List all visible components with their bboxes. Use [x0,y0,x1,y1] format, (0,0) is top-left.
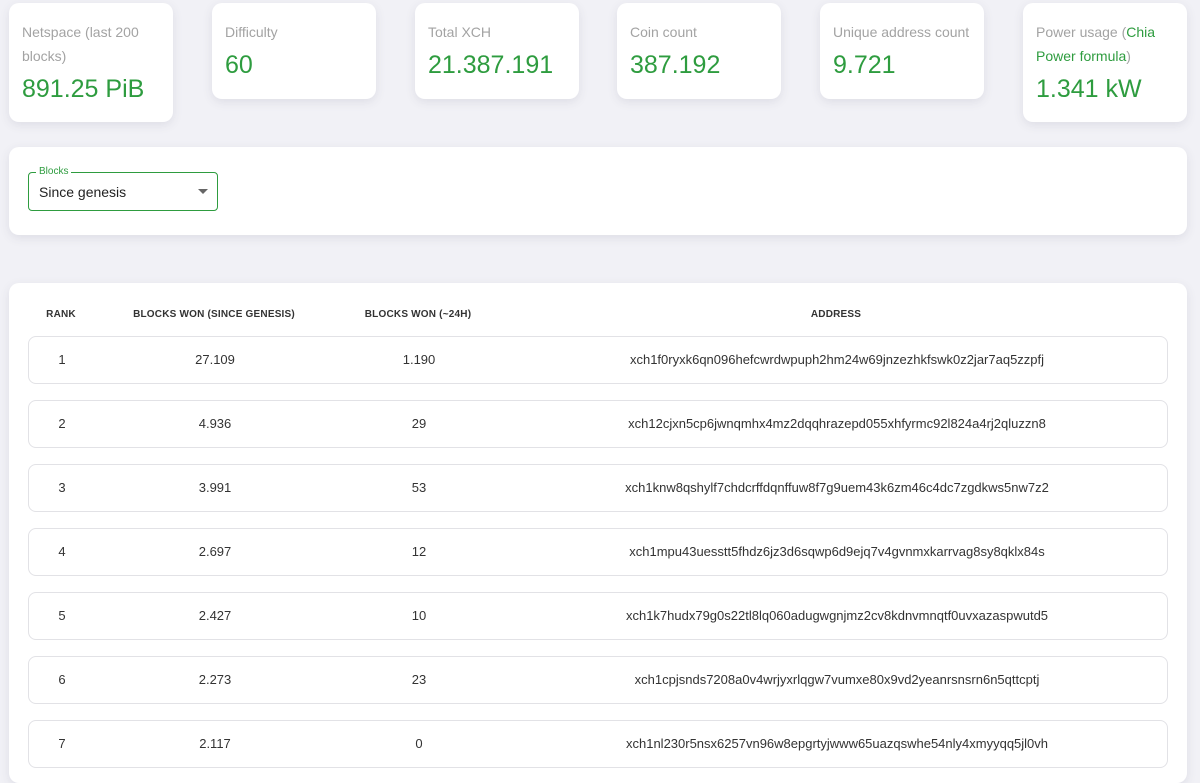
stat-label-netspace: Netspace (last 200 blocks) [22,24,139,64]
rank-cell: 1 [58,352,66,367]
stat-card-power-usage: Power usage (Chia Power formula) 1.341 k… [1023,3,1187,122]
rank-cell: 2 [58,416,66,431]
blocks-won-24h-cell: 12 [411,544,427,559]
blocks-won-24h-cell: 23 [411,672,427,687]
blocks-won-24h-cell: 29 [411,416,427,431]
address-cell[interactable]: xch1k7hudx79g0s22tl8lq060adugwgnjmz2cv8k… [625,608,1049,623]
blocks-won-since-genesis-cell: 2.427 [198,608,232,623]
stat-card-total-xch: Total XCH 21.387.191 [415,3,579,99]
address-cell[interactable]: xch1mpu43uesstt5fhdz6jz3d6sqwp6d9ejq7v4g… [629,544,1045,559]
stat-label-difficulty: Difficulty [225,24,278,40]
stat-value-coin-count: 387.192 [630,51,721,79]
stat-card-netspace: Netspace (last 200 blocks) 891.25 PiB [9,3,173,122]
blocks-won-since-genesis-cell: 2.697 [198,544,232,559]
blocks-won-since-genesis-cell: 3.991 [198,480,232,495]
stat-value-unique-address-count: 9.721 [833,51,896,79]
stat-value-power-usage: 1.341 kW [1036,75,1142,103]
column-header-blocks-won-24h[interactable]: BLOCKS WON (~24H) [364,309,472,320]
address-cell[interactable]: xch1cpjsnds7208a0v4wrjyxrlqgw7vumxe80x9v… [634,672,1040,687]
stat-value-netspace: 891.25 PiB [22,75,145,103]
address-cell[interactable]: xch1f0ryxk6qn096hefcwrdwpuph2hm24w69jnze… [629,352,1045,367]
filter-card: Blocks Since genesis [9,147,1187,235]
table-row[interactable]: 4 2.697 12 xch1mpu43uesstt5fhdz6jz3d6sqwp6d… [28,528,1168,576]
stat-label-unique-address-count: Unique address count [833,24,970,40]
table-row[interactable]: 2 4.936 29 xch12cjxn5cp6jwnqmhx4mz2dqqhraze… [28,400,1168,448]
stat-card-difficulty: Difficulty 60 [212,3,376,99]
rank-cell: 3 [58,480,66,495]
address-cell[interactable]: xch1nl230r5nsx6257vn96w8epgrtyjwww65uazq… [625,736,1049,751]
blocks-won-24h-cell: 10 [411,608,427,623]
rank-cell: 7 [58,736,66,751]
blocks-won-since-genesis-cell: 2.273 [198,672,232,687]
blocks-won-since-genesis-cell: 2.117 [199,736,231,751]
rank-cell: 6 [58,672,66,687]
stat-value-difficulty: 60 [225,51,253,79]
blocks-select-value: Since genesis [39,184,127,200]
blocks-won-since-genesis-cell: 4.936 [198,416,232,431]
address-cell[interactable]: xch12cjxn5cp6jwnqmhx4mz2dqqhrazepd055xhf… [628,416,1046,431]
power-label-prefix: Power usage ( [1036,24,1127,40]
table-row[interactable]: 5 2.427 10 xch1k7hudx79g0s22tl8lq060adugwgn… [28,592,1168,640]
blocks-won-table: RANK BLOCKS WON (SINCE GENESIS) BLOCKS W… [9,283,1187,783]
column-header-rank[interactable]: RANK [46,309,76,320]
power-label-suffix: ) [1126,48,1131,64]
blocks-select[interactable]: Blocks Since genesis [28,165,218,211]
table-row[interactable]: 1 27.109 1.190 xch1f0ryxk6qn096hefcwrdwpuph… [28,336,1168,384]
blocks-won-24h-cell: 53 [411,480,427,495]
table-row[interactable]: 7 2.117 0 xch1nl230r5nsx6257vn96w8epgrtyjww… [28,720,1168,768]
stat-label-power-usage: Power usage (Chia Power formula) [1036,20,1175,68]
stat-label-total-xch: Total XCH [428,24,492,40]
chia-power-formula-link[interactable]: Chia Power formula [1036,24,1156,64]
stat-label-coin-count: Coin count [630,24,697,40]
address-cell[interactable]: xch1knw8qshylf7chdcrffdqnffuw8f7g9uem43k… [625,480,1049,495]
rank-cell: 4 [58,544,66,559]
stat-card-unique-address-count: Unique address count 9.721 [820,3,984,99]
table-row[interactable]: 3 3.991 53 xch1knw8qshylf7chdcrffdqnffuw8f7… [28,464,1168,512]
stat-card-coin-count: Coin count 387.192 [617,3,781,99]
blocks-won-since-genesis-cell: 27.109 [195,352,235,367]
blocks-select-legend: Blocks [36,165,72,179]
blocks-won-24h-cell: 0 [415,736,423,751]
rank-cell: 5 [58,608,66,623]
table-row[interactable]: 6 2.273 23 xch1cpjsnds7208a0v4wrjyxrlqgw7vu… [28,656,1168,704]
column-header-address[interactable]: ADDRESS [810,309,862,320]
stat-value-total-xch: 21.387.191 [428,51,554,79]
chevron-down-icon [198,189,208,194]
column-header-blocks-won-since-genesis[interactable]: BLOCKS WON (SINCE GENESIS) [133,309,295,320]
blocks-won-24h-cell: 1.190 [402,352,436,367]
